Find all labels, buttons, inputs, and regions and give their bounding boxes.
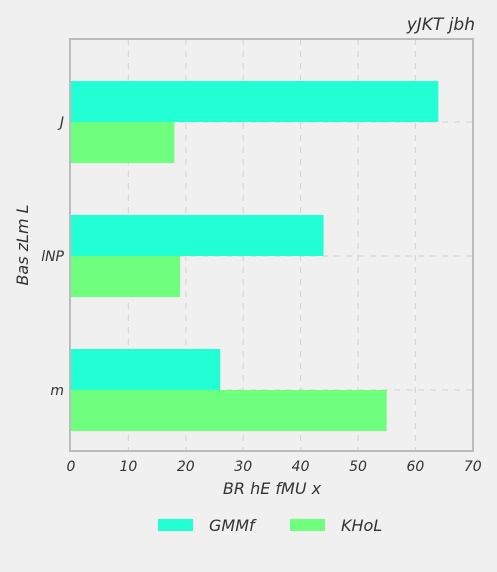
bar-KHoL-lNP	[71, 256, 181, 297]
x-tick-label: 50	[349, 459, 367, 475]
x-tick-label: 0	[67, 459, 76, 475]
legend-label: GMMf	[209, 516, 257, 535]
legend: GMMf KHoL	[158, 516, 382, 535]
bars-layer	[71, 81, 439, 431]
y-tick-label: lNP	[41, 249, 64, 265]
x-tick-label: 40	[292, 459, 310, 475]
y-axis-label: Bas zLm L	[13, 204, 32, 285]
y-tick-label: m	[50, 383, 64, 399]
x-tick-label: 20	[177, 459, 195, 475]
legend-label: KHoL	[341, 516, 382, 535]
bar-KHoL-J	[71, 122, 175, 163]
x-ticks: 0 10 20 30 40 50 60 70	[67, 459, 482, 475]
chart-title: yJKT jbh	[406, 15, 475, 35]
bar-KHoL-m	[71, 390, 387, 431]
bar-GMMf-J	[71, 81, 439, 122]
bar-GMMf-m	[71, 349, 221, 390]
bar-GMMf-lNP	[71, 215, 324, 256]
x-tick-label: 60	[406, 459, 424, 475]
x-axis-label: BR hE fMU x	[223, 479, 322, 498]
x-tick-label: 10	[119, 459, 137, 475]
y-tick-label: J	[57, 115, 64, 131]
plot-frame	[69, 38, 474, 452]
legend-swatch	[158, 519, 193, 531]
x-tick-label: 70	[464, 459, 482, 475]
legend-swatch	[290, 519, 325, 531]
x-tick-label: 30	[234, 459, 252, 475]
